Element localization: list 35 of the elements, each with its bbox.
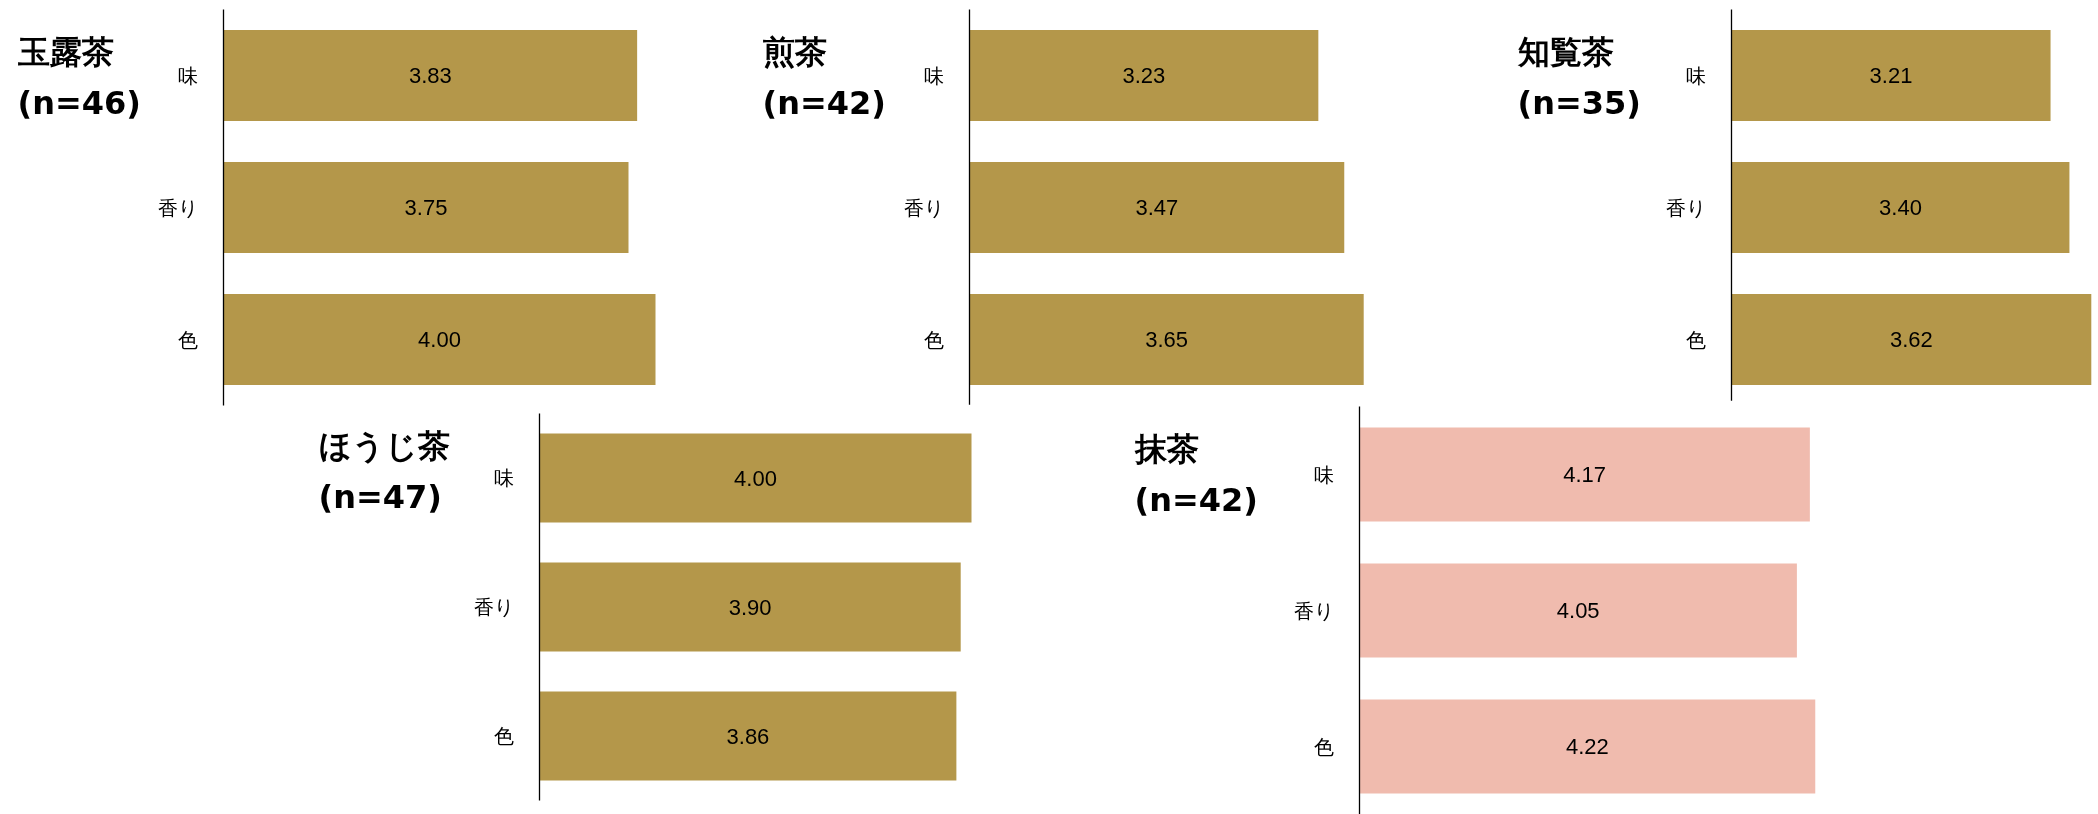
data-label: 3.65 xyxy=(1145,327,1189,352)
data-label: 3.90 xyxy=(728,594,772,620)
y-tick-label: 色 xyxy=(1313,734,1334,759)
data-label: 3.75 xyxy=(404,195,448,220)
y-tick-label: 色 xyxy=(1685,327,1706,352)
y-tick-label: 味 xyxy=(1685,63,1706,88)
y-tick-label: 香り xyxy=(1665,195,1706,220)
data-label: 4.00 xyxy=(734,465,777,491)
text: 玉露茶 (n=46) xyxy=(16,32,141,122)
y-tick-label: 香り xyxy=(473,595,514,619)
text: 知覧茶 (n=35) xyxy=(1516,32,1641,122)
data-label: 3.23 xyxy=(1122,63,1166,88)
y-tick-label: 味 xyxy=(493,466,514,490)
data-label: 3.40 xyxy=(1879,195,1922,220)
data-label: 4.00 xyxy=(418,327,461,352)
text: 煎茶 (n=42) xyxy=(762,32,886,122)
data-label: 4.22 xyxy=(1565,734,1609,759)
y-tick-label: 香り xyxy=(903,195,944,220)
data-label: 4.17 xyxy=(1563,462,1607,487)
y-tick-label: 色 xyxy=(177,327,198,352)
text: ほうじ茶 (n=47) xyxy=(318,426,450,516)
y-tick-label: 香り xyxy=(157,195,198,220)
data-label: 3.47 xyxy=(1135,195,1179,220)
y-tick-label: 色 xyxy=(493,724,514,748)
text: 抹茶 (n=42) xyxy=(1133,429,1258,519)
data-label: 3.21 xyxy=(1869,63,1913,88)
data-label: 4.05 xyxy=(1556,598,1600,623)
data-label: 3.62 xyxy=(1889,327,1933,352)
data-label: 3.86 xyxy=(726,723,770,749)
data-label: 3.83 xyxy=(408,63,452,88)
y-tick-label: 香り xyxy=(1293,598,1334,623)
y-tick-label: 味 xyxy=(1313,462,1334,487)
y-tick-label: 味 xyxy=(177,63,198,88)
y-tick-label: 味 xyxy=(923,63,944,88)
y-tick-label: 色 xyxy=(923,327,944,352)
